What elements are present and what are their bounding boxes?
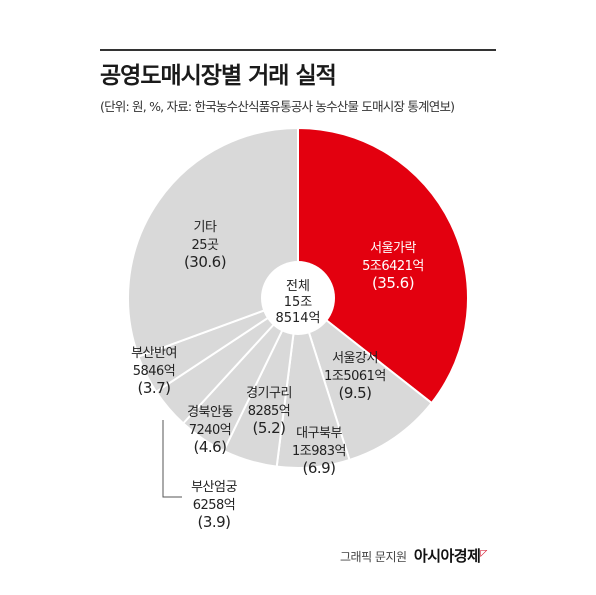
- slice-percent: (3.9): [197, 513, 230, 531]
- slice-percent: (35.6): [372, 274, 414, 292]
- center-label-billion: 8514억: [275, 311, 320, 326]
- slice-amount: 7240억: [189, 423, 232, 438]
- slice-name: 부산엄궁: [191, 480, 237, 495]
- chart-title: 공영도매시장별 거래 실적: [100, 63, 337, 89]
- slice-amount: 5846억: [133, 364, 176, 379]
- slice-name: 기타: [194, 220, 217, 235]
- leader-line: [162, 420, 182, 498]
- center-label-trillion: 15조: [284, 295, 313, 310]
- slice-amount: 1조5061억: [324, 369, 386, 384]
- slice-amount: 6258억: [193, 498, 236, 513]
- slice-amount: 8285억: [248, 404, 291, 419]
- slice-percent: (4.6): [193, 438, 226, 456]
- slice-name: 부산반여: [131, 346, 177, 361]
- center-hole: [261, 261, 335, 335]
- slice-percent: (5.2): [252, 419, 285, 437]
- slice-name: 서울가락: [370, 241, 416, 256]
- publisher-logo: 아시아경제: [413, 547, 481, 565]
- center-label-total: 전체: [286, 279, 310, 294]
- slice-labels: 서울가락 5조6421억(35.6) 서울강서 1조5061억(9.5) 대구북부 1조9…: [131, 220, 424, 531]
- pie-slice-1: [297, 126, 469, 405]
- logo-mark-icon: ◸: [480, 549, 487, 559]
- slice-amount: 1조983억: [292, 444, 346, 459]
- slice-name: 서울강서: [332, 351, 378, 366]
- pie-slice-8: [127, 126, 299, 358]
- chart-subtitle: (단위: 원, %, 자료: 한국농수산식품유통공사 농수산물 도매시장 통계연…: [100, 99, 455, 114]
- slice-percent: (9.5): [338, 384, 371, 402]
- slice-name: 경북안동: [187, 405, 233, 420]
- pie-slice-2: [296, 295, 434, 462]
- slice-name: 대구북부: [296, 426, 342, 441]
- credit-line: 그래픽 문지원 아시아경제◸: [340, 545, 510, 566]
- slice-percent: (6.9): [302, 459, 335, 477]
- slice-amount: 5조6421억: [362, 259, 424, 274]
- slice-amount: 25곳: [191, 238, 219, 253]
- graphic-credit: 그래픽 문지원: [340, 550, 407, 564]
- title-rule: [100, 49, 496, 51]
- slice-percent: (3.7): [137, 379, 170, 397]
- slice-name: 경기구리: [246, 386, 292, 401]
- pie-slices: [127, 126, 469, 469]
- slice-percent: (30.6): [184, 253, 226, 271]
